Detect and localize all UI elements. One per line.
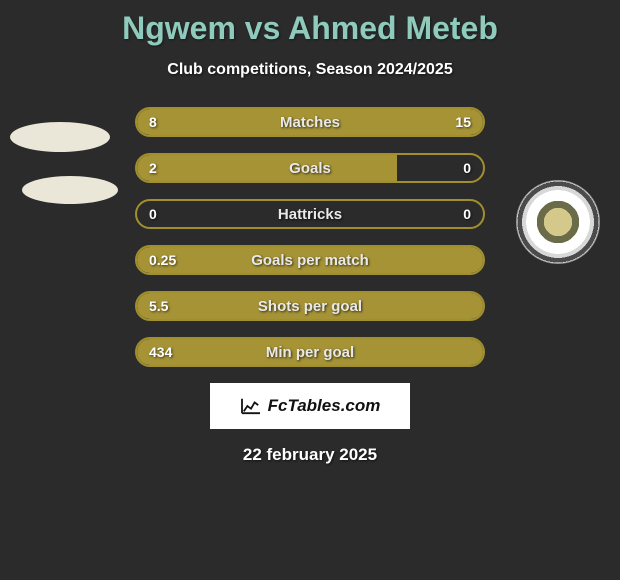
stat-bar: 815Matches	[135, 107, 485, 137]
stat-label: Matches	[137, 109, 483, 135]
stat-bar: 5.5Shots per goal	[135, 291, 485, 321]
player2-team-badge	[516, 180, 600, 264]
stat-label: Goals per match	[137, 247, 483, 273]
stat-bar: 00Hattricks	[135, 199, 485, 229]
stat-bar: 20Goals	[135, 153, 485, 183]
stat-label: Goals	[137, 155, 483, 181]
team-badge-emblem	[533, 197, 583, 247]
page-title: Ngwem vs Ahmed Meteb	[0, 0, 620, 47]
stat-bars-container: 815Matches 20Goals 00Hattricks 0.25Goals pe…	[135, 107, 485, 367]
player1-avatar-placeholder-2	[22, 176, 118, 204]
stat-bar: 0.25Goals per match	[135, 245, 485, 275]
player1-avatar-placeholder-1	[10, 122, 110, 152]
infographic-date: 22 february 2025	[0, 445, 620, 465]
chart-icon	[240, 397, 262, 415]
fctables-logo: FcTables.com	[210, 383, 410, 429]
stat-label: Min per goal	[137, 339, 483, 365]
stat-bar: 434Min per goal	[135, 337, 485, 367]
stat-label: Hattricks	[137, 201, 483, 227]
stat-label: Shots per goal	[137, 293, 483, 319]
logo-text: FcTables.com	[268, 396, 381, 416]
subtitle: Club competitions, Season 2024/2025	[0, 61, 620, 79]
